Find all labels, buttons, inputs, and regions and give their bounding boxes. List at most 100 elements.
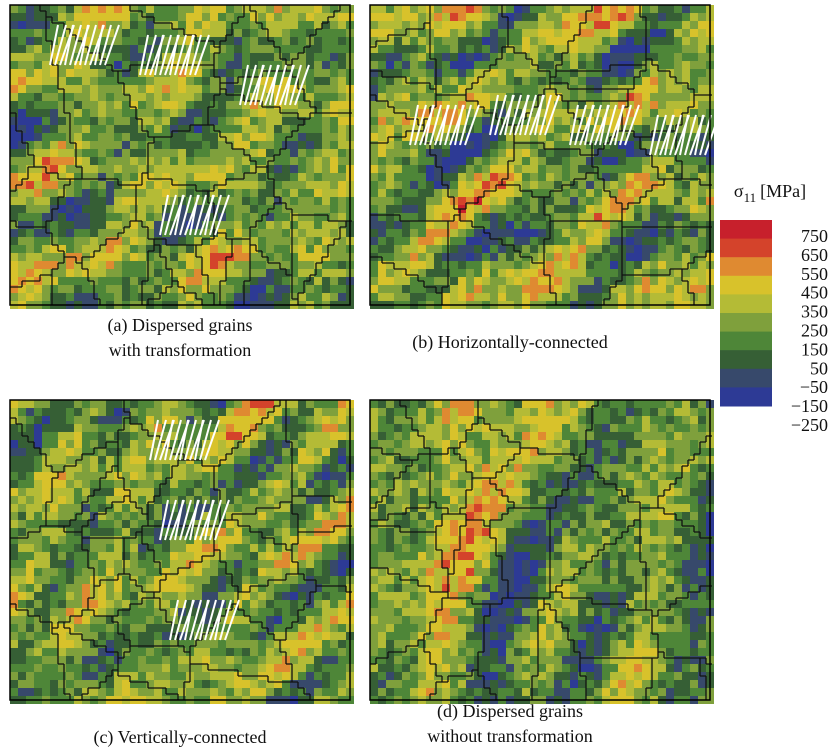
field-cell [106, 600, 114, 608]
field-cell [10, 269, 18, 277]
field-cell [18, 400, 26, 408]
field-cell [58, 512, 66, 520]
field-cell [10, 680, 18, 688]
field-cell [18, 45, 26, 53]
field-cell [314, 512, 322, 520]
field-cell [210, 576, 218, 584]
field-cell [42, 117, 50, 125]
field-cell [122, 688, 130, 696]
field-cell [290, 680, 298, 688]
field-cell [106, 157, 114, 165]
field-cell [386, 237, 394, 245]
field-cell [234, 61, 242, 69]
field-cell [466, 245, 474, 253]
field-cell [594, 253, 602, 261]
field-cell [338, 149, 346, 157]
field-cell [202, 165, 210, 173]
field-cell [178, 408, 186, 416]
field-cell [482, 277, 490, 285]
field-cell [650, 205, 658, 213]
field-cell [370, 13, 378, 21]
field-cell [234, 117, 242, 125]
field-cell [450, 408, 458, 416]
field-cell [666, 93, 674, 101]
field-cell [178, 464, 186, 472]
field-cell [266, 648, 274, 656]
field-cell [642, 117, 650, 125]
field-cell [298, 464, 306, 472]
field-cell [242, 640, 250, 648]
field-cell [266, 480, 274, 488]
field-cell [674, 269, 682, 277]
field-cell [498, 400, 506, 408]
field-cell [274, 416, 282, 424]
field-cell [146, 584, 154, 592]
field-cell [82, 93, 90, 101]
field-cell [234, 269, 242, 277]
field-cell [266, 552, 274, 560]
field-cell [34, 125, 42, 133]
field-cell [90, 664, 98, 672]
field-cell [394, 21, 402, 29]
field-cell [82, 480, 90, 488]
field-cell [298, 253, 306, 261]
field-cell [114, 528, 122, 536]
field-cell [202, 592, 210, 600]
field-cell [594, 269, 602, 277]
field-cell [634, 197, 642, 205]
field-cell [170, 77, 178, 85]
field-cell [178, 544, 186, 552]
field-cell [642, 125, 650, 133]
field-cell [258, 173, 266, 181]
field-cell [34, 165, 42, 173]
field-cell [650, 293, 658, 301]
field-cell [226, 29, 234, 37]
field-cell [338, 464, 346, 472]
field-cell [506, 69, 514, 77]
field-cell [210, 688, 218, 696]
field-cell [250, 293, 258, 301]
field-cell [650, 21, 658, 29]
field-cell [314, 173, 322, 181]
field-cell [98, 648, 106, 656]
field-cell [562, 45, 570, 53]
field-cell [234, 29, 242, 37]
field-cell [506, 141, 514, 149]
field-cell [314, 496, 322, 504]
field-cell [178, 488, 186, 496]
field-cell [242, 400, 250, 408]
field-cell [298, 133, 306, 141]
field-cell [34, 157, 42, 165]
field-cell [194, 293, 202, 301]
field-cell [634, 37, 642, 45]
field-cell [34, 293, 42, 301]
field-cell [98, 528, 106, 536]
field-cell [194, 648, 202, 656]
field-cell [66, 464, 74, 472]
field-cell [562, 157, 570, 165]
field-cell [74, 568, 82, 576]
field-cell [682, 53, 690, 61]
field-cell [634, 205, 642, 213]
field-cell [122, 173, 130, 181]
field-cell [186, 133, 194, 141]
field-cell [410, 69, 418, 77]
field-cell [298, 560, 306, 568]
field-cell [106, 213, 114, 221]
field-cell [98, 213, 106, 221]
field-cell [162, 245, 170, 253]
field-cell [338, 85, 346, 93]
field-cell [682, 29, 690, 37]
field-cell [650, 189, 658, 197]
field-cell [66, 424, 74, 432]
field-cell [130, 253, 138, 261]
field-cell [234, 504, 242, 512]
field-cell [98, 536, 106, 544]
field-cell [122, 424, 130, 432]
field-cell [154, 688, 162, 696]
field-cell [218, 29, 226, 37]
field-cell [234, 488, 242, 496]
field-cell [82, 85, 90, 93]
field-cell [186, 93, 194, 101]
field-cell [322, 408, 330, 416]
